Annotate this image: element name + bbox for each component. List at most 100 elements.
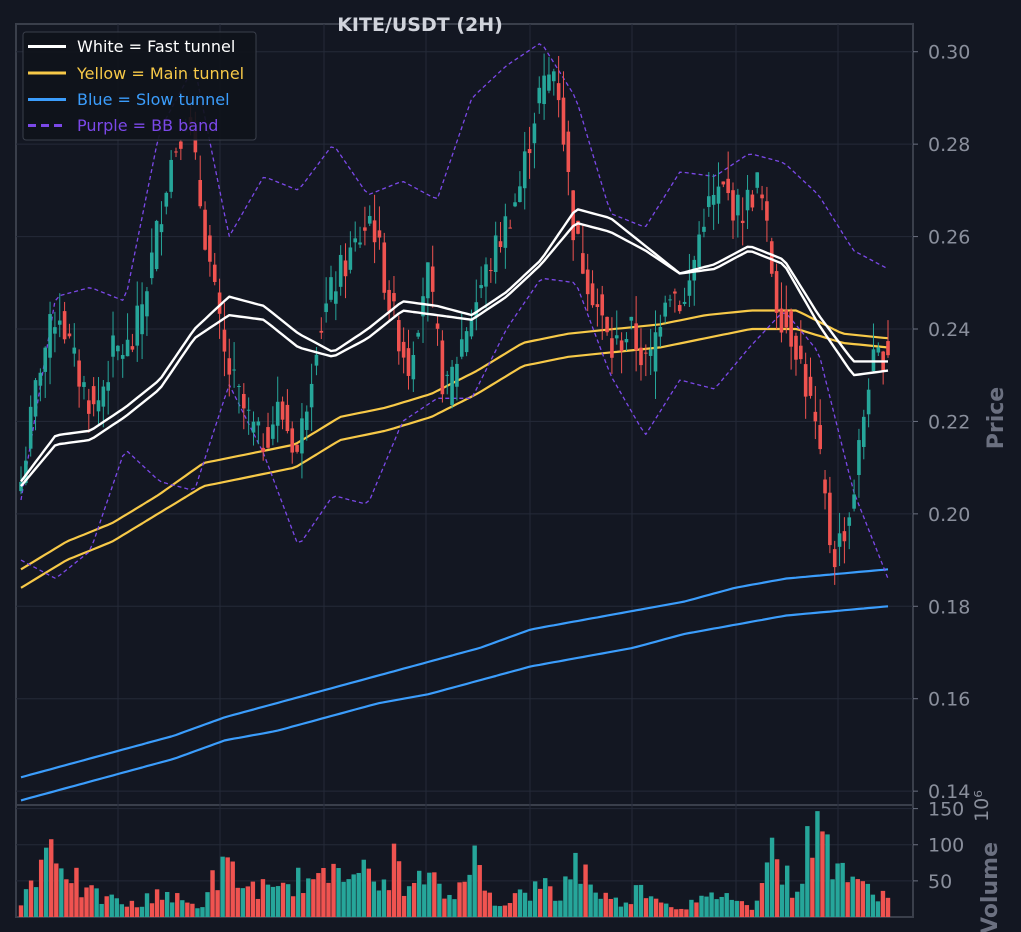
candle-body-113 (566, 131, 571, 172)
price-axis-label: Price (984, 387, 1009, 449)
candle-body-79 (401, 341, 406, 358)
candle-body-121 (605, 316, 609, 333)
volume-bar-107 (558, 900, 563, 917)
candle-body-89 (450, 366, 454, 405)
candle-body-120 (600, 294, 605, 316)
volume-bar-148 (764, 862, 770, 917)
candle-body-81 (411, 354, 416, 380)
bb-lower-line (20, 277, 889, 579)
volume-bar-63 (336, 868, 341, 917)
candle-body-126 (629, 316, 634, 321)
candle-body-148 (736, 194, 740, 216)
volume-bar-26 (149, 903, 155, 917)
volume-bar-85 (447, 894, 452, 917)
volume-bar-3 (33, 887, 39, 917)
volume-bar-78 (411, 882, 417, 917)
candle-body-159 (789, 310, 793, 347)
volume-bar-98 (512, 893, 518, 917)
candle-body-37 (198, 179, 203, 207)
volume-bar-172 (885, 897, 891, 917)
candle-body-143 (711, 194, 716, 205)
candle-body-10 (67, 333, 72, 337)
volume-bar-119 (618, 906, 624, 917)
candle-body-124 (619, 340, 624, 352)
candle-body-104 (522, 151, 527, 189)
volume-bar-47 (255, 898, 261, 917)
volume-bar-27 (154, 889, 160, 917)
volume-bar-55 (296, 867, 301, 917)
volume-bar-32 (180, 900, 185, 917)
volume-bar-108 (563, 876, 568, 917)
volume-bar-100 (522, 892, 528, 917)
price-tick-0: 0.14 (928, 781, 970, 803)
candle-body-163 (808, 376, 813, 396)
volume-bar-16 (99, 903, 104, 917)
volume-bar-46 (250, 881, 256, 917)
volume-bar-150 (774, 859, 780, 917)
volume-bar-152 (784, 865, 790, 917)
volume-bar-52 (280, 882, 286, 917)
candle-body-138 (687, 280, 692, 296)
candle-body-149 (740, 220, 745, 224)
volume-bar-21 (124, 906, 130, 917)
volume-bar-43 (235, 887, 240, 917)
candle-body-110 (551, 71, 556, 82)
volume-bar-17 (104, 896, 109, 917)
volume-bar-79 (417, 870, 422, 917)
volume-bar-2 (28, 880, 34, 917)
candle-body-97 (489, 270, 493, 272)
fast-tunnel-upper-line (20, 208, 888, 483)
main-tunnel (20, 309, 889, 589)
volume-bar-56 (301, 893, 306, 917)
volume-bar-140 (724, 893, 729, 917)
volume-bar-18 (109, 894, 114, 917)
slow-tunnel-upper-line (20, 568, 889, 779)
volume-bar-103 (537, 888, 543, 917)
candle-body-48 (251, 421, 256, 433)
volume-bar-84 (442, 898, 447, 917)
candle-body-14 (87, 400, 91, 414)
candle-body-65 (334, 291, 338, 304)
candle-body-105 (527, 149, 532, 154)
chart-title: KITE/USDT (2H) (337, 14, 503, 36)
volume-tick-0: 50 (928, 871, 952, 893)
candle-body-11 (72, 347, 77, 354)
candle-body-72 (367, 215, 372, 224)
volume-bar-80 (422, 884, 427, 917)
candle-body-84 (426, 262, 430, 299)
candle-body-51 (266, 427, 270, 448)
volume-bar-74 (391, 843, 397, 917)
candle-body-2 (28, 406, 33, 449)
volume-bar-51 (275, 886, 281, 917)
volume-bar-145 (749, 909, 755, 917)
candle-body-73 (372, 220, 377, 243)
candle-body-174 (861, 416, 866, 447)
candle-body-119 (595, 304, 600, 307)
candle-body-147 (731, 190, 735, 221)
volume-bar-76 (401, 895, 407, 917)
volume-bar-149 (769, 837, 775, 917)
candle-body-5 (43, 347, 48, 372)
candle-body-99 (498, 241, 503, 248)
volume-bar-114 (593, 892, 598, 917)
volume-bar-110 (573, 852, 578, 917)
main-tunnel-upper-line (20, 309, 889, 571)
volume-bar-161 (830, 879, 835, 917)
volume-bar-69 (366, 868, 372, 917)
volume-bar-91 (477, 865, 482, 917)
candle-body-111 (556, 83, 561, 101)
volume-bar-162 (835, 863, 840, 917)
volume-bar-13 (84, 887, 89, 917)
volume-bar-130 (674, 909, 679, 917)
volume-bar-29 (164, 891, 170, 917)
candle-body-155 (769, 241, 774, 274)
candle-body-109 (547, 74, 551, 91)
volume-bar-58 (311, 879, 316, 917)
candle-body-146 (726, 178, 730, 194)
volume-bar-116 (603, 892, 608, 917)
candle-body-7 (53, 327, 57, 334)
volume-bar-82 (432, 872, 437, 917)
volume-bar-157 (810, 857, 815, 917)
